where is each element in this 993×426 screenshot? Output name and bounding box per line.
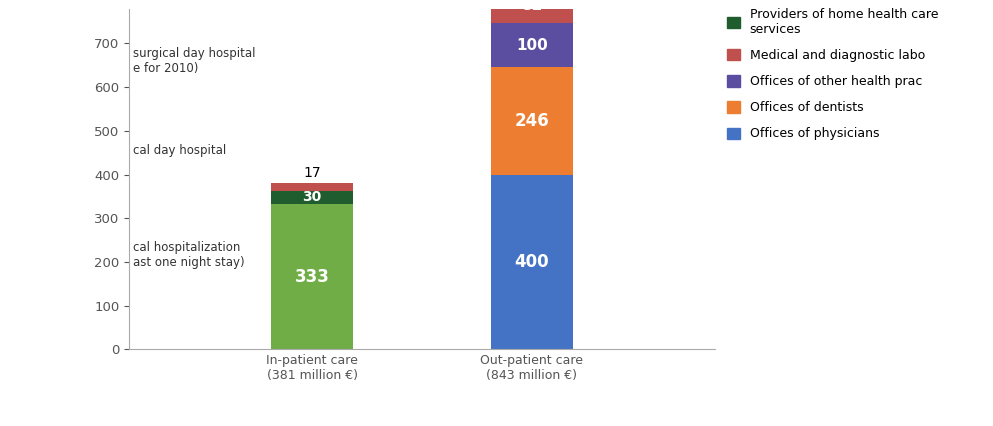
Bar [491, 67, 573, 175]
Bar [271, 183, 354, 191]
Text: surgical day hospital
e for 2010): surgical day hospital e for 2010) [133, 47, 255, 75]
Bar [491, 23, 573, 67]
Bar [271, 191, 354, 204]
Text: 246: 246 [514, 112, 549, 130]
Legend: Providers of home health care
services, Medical and diagnostic labo, Offices of : Providers of home health care services, … [727, 8, 938, 141]
Text: 82: 82 [521, 0, 542, 13]
Text: cal day hospital: cal day hospital [133, 144, 226, 157]
Text: 17: 17 [304, 166, 321, 180]
Bar [491, 175, 573, 349]
Text: 400: 400 [514, 253, 549, 271]
Text: 333: 333 [295, 268, 330, 285]
Text: 30: 30 [303, 190, 322, 204]
Bar [271, 204, 354, 349]
Text: 100: 100 [516, 38, 548, 53]
Bar [491, 0, 573, 23]
Text: cal hospitalization
ast one night stay): cal hospitalization ast one night stay) [133, 242, 244, 269]
